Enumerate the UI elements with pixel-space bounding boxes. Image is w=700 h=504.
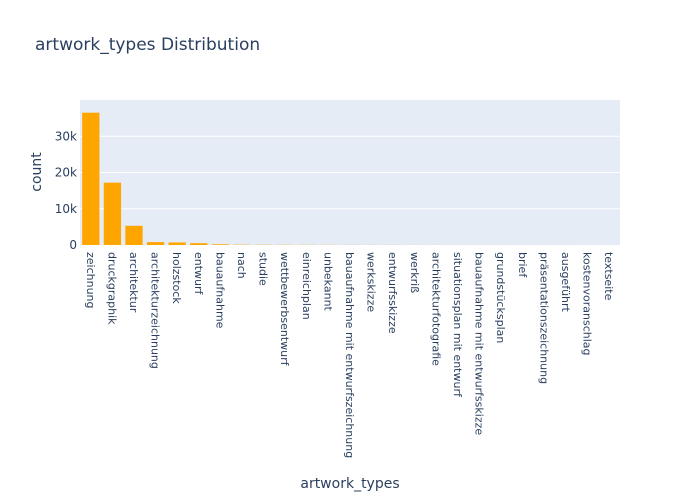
x-tick-label: unbekannt — [321, 252, 334, 312]
x-axis-title: artwork_types — [300, 476, 399, 492]
x-tick-label: holzstock — [170, 252, 183, 304]
x-tick-label: werkskizze — [365, 252, 378, 312]
x-tick-label: ausgeführt — [559, 252, 572, 313]
bar[interactable] — [104, 183, 121, 245]
x-tick-label: architekturfotografie — [429, 252, 442, 366]
x-tick-label: wettbewerbsentwurf — [278, 252, 291, 367]
x-tick-label: bauaufnahme mit entwurfszeichnung — [343, 252, 356, 458]
x-tick-label: situationsplan mit entwurf — [451, 252, 464, 398]
x-tick-label: entwurfsskizze — [386, 252, 399, 334]
bar[interactable] — [125, 226, 142, 245]
y-tick-label: 10k — [55, 202, 77, 216]
x-tick-label: präsentationszeichnung — [537, 252, 550, 384]
x-tick-label: bauaufnahme — [213, 252, 226, 329]
x-tick-label: grundstücksplan — [494, 252, 507, 343]
y-tick-label: 20k — [55, 166, 77, 180]
x-tick-label: textseite — [602, 252, 615, 301]
x-tick-label: studie — [257, 252, 270, 286]
x-tick-labels: zeichnung druckgraphik architektur architek… — [84, 252, 615, 458]
bar[interactable] — [82, 113, 99, 245]
x-tick-label: nach — [235, 252, 248, 279]
x-tick-label: architektur — [127, 252, 140, 313]
y-axis-title: count — [29, 152, 45, 192]
x-tick-label: bauaufnahme mit entwurfsskizze — [473, 252, 486, 435]
x-tick-label: druckgraphik — [105, 252, 118, 325]
x-tick-label: werkriß — [408, 252, 421, 293]
bar[interactable] — [190, 243, 207, 245]
x-tick-label: einreichplan — [300, 252, 313, 320]
x-tick-label: entwurf — [192, 252, 205, 296]
x-tick-label: architekturzeichnung — [149, 252, 162, 369]
chart-title: artwork_types Distribution — [35, 35, 260, 55]
bar[interactable] — [169, 242, 186, 245]
y-tick-label: 30k — [55, 129, 77, 143]
x-tick-label: kostenvoranschlag — [581, 252, 594, 356]
bar[interactable] — [212, 244, 229, 245]
y-tick-label: 0 — [69, 238, 77, 252]
y-tick-labels: 0 10k 20k 30k — [55, 129, 77, 252]
x-tick-label: zeichnung — [84, 252, 97, 309]
bar[interactable] — [147, 242, 164, 245]
x-tick-label: brief — [516, 252, 529, 278]
